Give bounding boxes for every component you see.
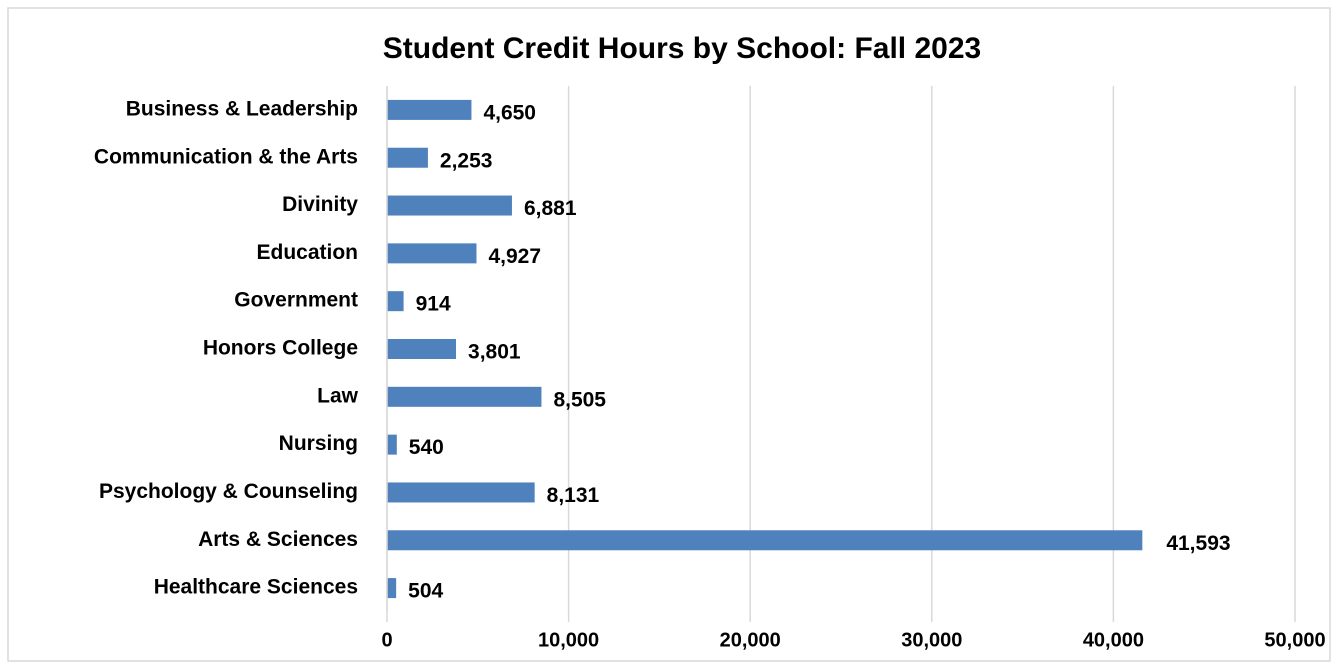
bar xyxy=(387,147,428,168)
chart-frame xyxy=(7,7,1331,662)
bar xyxy=(387,530,1143,551)
data-label: 4,927 xyxy=(488,245,541,268)
data-label: 8,505 xyxy=(553,388,606,411)
data-label: 2,253 xyxy=(440,149,493,172)
y-tick-label: Nursing xyxy=(279,432,358,455)
x-tick-label: 10,000 xyxy=(538,629,599,651)
y-tick-label: Arts & Sciences xyxy=(198,528,358,551)
bar xyxy=(387,291,404,312)
bar xyxy=(387,99,472,120)
x-tick-label: 20,000 xyxy=(720,629,781,651)
bar xyxy=(387,482,535,503)
bar xyxy=(387,339,457,359)
bar xyxy=(387,434,397,455)
bar xyxy=(387,386,542,407)
bar xyxy=(387,578,397,599)
y-tick-label: Honors College xyxy=(203,337,358,360)
y-tick-label: Healthcare Sciences xyxy=(154,576,358,599)
y-tick-label: Government xyxy=(234,289,358,312)
bar xyxy=(387,195,512,216)
data-label: 540 xyxy=(409,436,444,459)
data-label: 8,131 xyxy=(547,484,600,507)
data-label: 6,881 xyxy=(524,197,577,220)
bar xyxy=(387,243,477,264)
y-tick-label: Psychology & Counseling xyxy=(99,480,358,503)
chart-title: Student Credit Hours by School: Fall 202… xyxy=(383,32,981,65)
y-tick-label: Education xyxy=(256,241,358,264)
x-tick-label: 50,000 xyxy=(1264,629,1325,651)
y-tick-label: Law xyxy=(317,384,359,407)
data-label: 914 xyxy=(416,293,451,316)
data-label: 3,801 xyxy=(468,341,521,364)
x-tick-label: 30,000 xyxy=(901,629,962,651)
x-tick-label: 40,000 xyxy=(1083,629,1144,651)
x-tick-label: 0 xyxy=(381,629,392,651)
data-label: 4,650 xyxy=(483,101,536,124)
data-label: 504 xyxy=(408,580,443,603)
y-tick-label: Divinity xyxy=(282,193,358,216)
y-tick-label: Communication & the Arts xyxy=(94,145,358,168)
data-label: 41,593 xyxy=(1166,532,1230,555)
y-tick-label: Business & Leadership xyxy=(126,97,358,120)
